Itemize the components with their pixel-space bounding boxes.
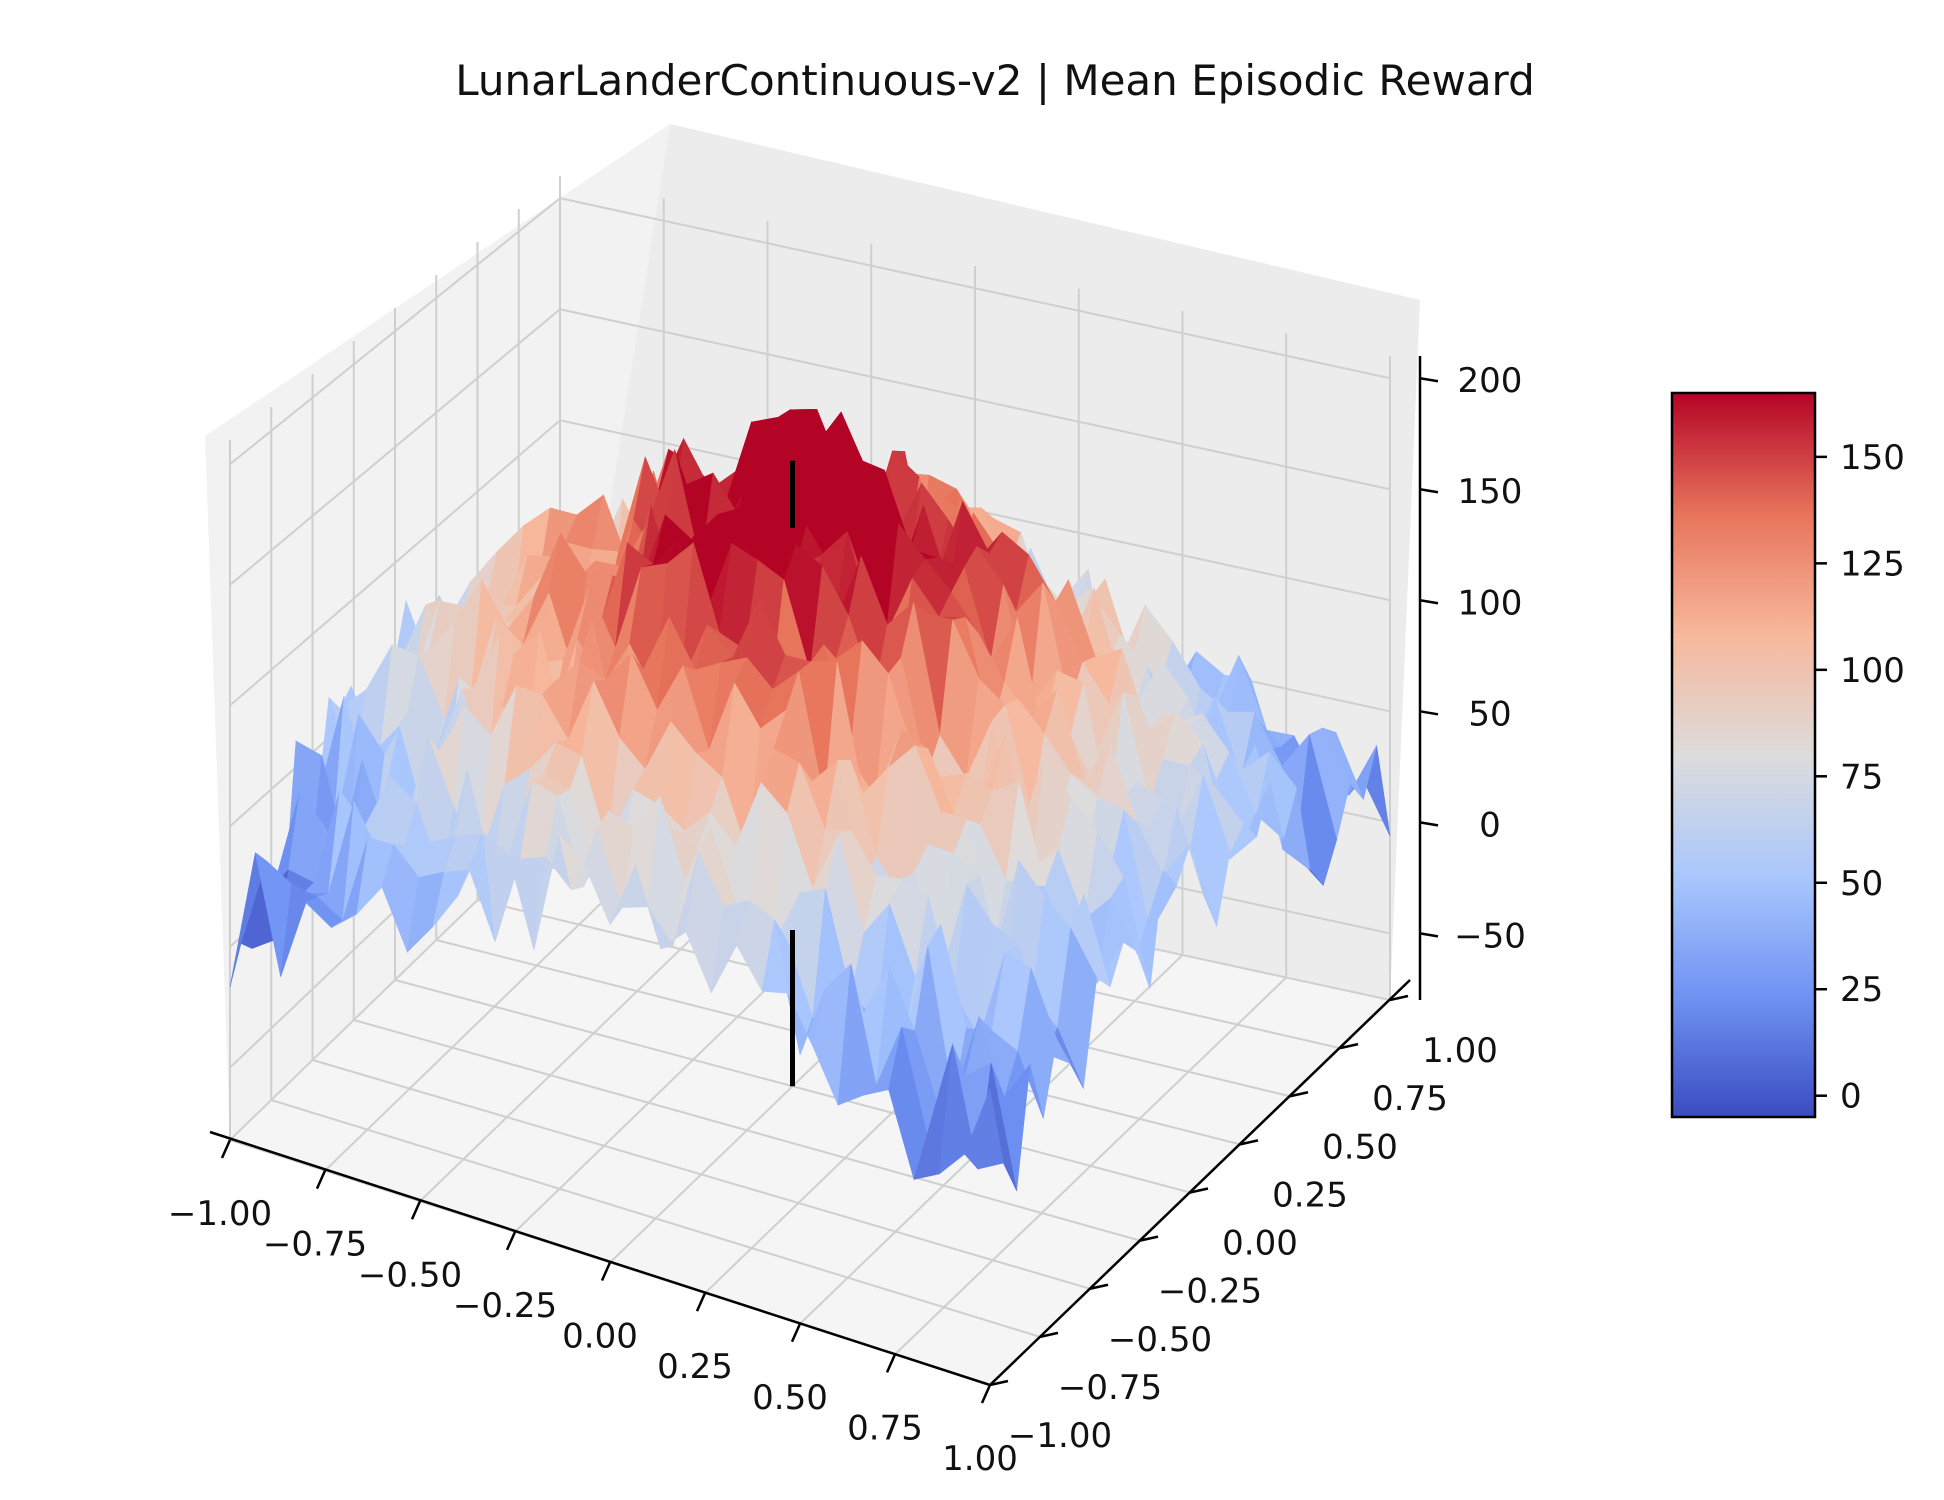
y-tick — [1089, 1283, 1109, 1290]
x-tick — [790, 1323, 802, 1343]
x-tick-label: −1.00 — [168, 1194, 272, 1234]
x-tick-label: 0.50 — [752, 1378, 828, 1418]
y-tick-label: 0.50 — [1322, 1127, 1398, 1167]
x-tick-label: −0.75 — [263, 1225, 367, 1265]
wall-grid-z — [229, 197, 1391, 465]
x-tick — [315, 1170, 327, 1190]
z-tick-label: 0 — [1479, 805, 1501, 845]
surface-mesh — [229, 408, 1391, 1191]
y-tick-label: −0.75 — [1058, 1368, 1162, 1408]
y-tick-label: 0.00 — [1222, 1224, 1298, 1264]
colorbar-tick-label: 0 — [1840, 1077, 1862, 1117]
chart-title: LunarLanderContinuous-v2 | Mean Episodic… — [455, 56, 1535, 105]
y-tick-label: 1.00 — [1422, 1031, 1498, 1071]
y-tick-label: −0.25 — [1158, 1272, 1262, 1312]
z-tick — [1419, 821, 1439, 827]
y-tick — [1189, 1187, 1209, 1194]
surface-facet — [964, 1088, 1004, 1170]
y-tick — [989, 1379, 1009, 1387]
floor-grid-x — [894, 976, 1287, 1356]
x-tick — [600, 1261, 612, 1282]
y-tick — [1239, 1139, 1259, 1146]
x-tick — [885, 1353, 897, 1373]
wall-grid-z — [229, 419, 1391, 707]
x-axis-line — [209, 1130, 991, 1387]
wall-grid-z — [229, 308, 1391, 586]
y-tick-label: 0.75 — [1372, 1079, 1448, 1119]
y-tick — [1039, 1331, 1059, 1339]
z-tick-label: −50 — [1454, 916, 1526, 956]
colorbar-tick-label: 125 — [1840, 544, 1905, 584]
z-tick-label: 100 — [1458, 583, 1523, 623]
z-tick — [1419, 710, 1439, 716]
z-tick-label: 200 — [1458, 361, 1523, 401]
y-tick — [1339, 1042, 1359, 1050]
y-tick-label: −1.00 — [1008, 1416, 1112, 1456]
x-tick-label: −0.25 — [453, 1286, 557, 1326]
colorbar-tick-label: 75 — [1840, 757, 1883, 797]
y-tick-label: −0.50 — [1108, 1320, 1212, 1360]
z-tick — [1419, 599, 1439, 605]
colorbar-tick-label: 25 — [1840, 970, 1883, 1010]
x-tick — [410, 1200, 422, 1220]
x-tick — [980, 1384, 992, 1404]
x-tick — [220, 1139, 232, 1159]
y-tick — [1289, 1091, 1309, 1098]
axes: −1.00−0.75−0.50−0.250.000.250.500.751.00… — [168, 356, 1526, 1479]
x-tick-label: −0.50 — [358, 1255, 462, 1295]
y-tick — [1139, 1235, 1159, 1242]
z-tick-label: 150 — [1458, 472, 1523, 512]
x-tick-label: 0.00 — [562, 1317, 638, 1357]
y-tick — [1389, 994, 1409, 1002]
y-tick-label: 0.25 — [1272, 1175, 1348, 1215]
colorbar: 0 25 50 75 100 125 150 — [1670, 391, 1905, 1119]
colorbar-tick-label: 150 — [1840, 438, 1905, 478]
z-tick — [1419, 376, 1439, 383]
x-tick — [505, 1231, 517, 1251]
x-tick-label: 0.75 — [847, 1408, 923, 1448]
x-tick-label: 1.00 — [942, 1439, 1018, 1479]
z-tick — [1419, 488, 1439, 494]
colorbar-tick-label: 50 — [1840, 864, 1883, 904]
colorbar-gradient — [1670, 391, 1817, 1119]
x-tick-label: 0.25 — [657, 1347, 733, 1387]
colorbar-tick-label: 100 — [1840, 651, 1905, 691]
x-tick — [695, 1292, 707, 1312]
z-tick — [1419, 932, 1439, 938]
z-tick-label: 50 — [1468, 694, 1511, 734]
